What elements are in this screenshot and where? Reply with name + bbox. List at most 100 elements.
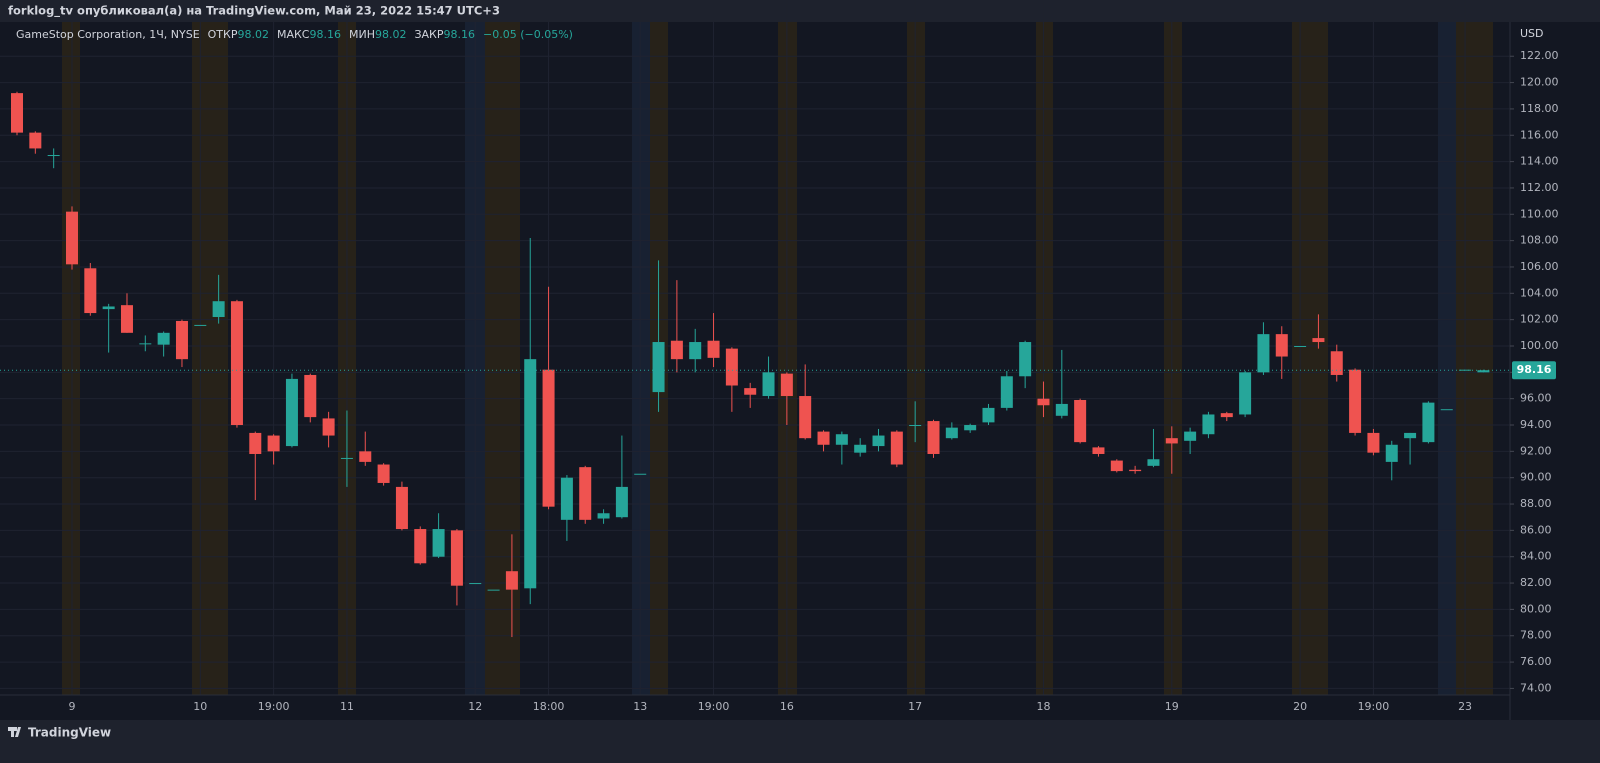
- candle-body: [65, 211, 78, 265]
- candle-body: [102, 306, 115, 310]
- ohlc-legend: GameStop Corporation, 1Ч, NYSE ОТКР98.02 М…: [16, 28, 573, 41]
- candle-body: [1092, 447, 1105, 454]
- candle-body: [340, 457, 353, 459]
- x-tick-label: 12: [468, 700, 482, 713]
- candle-body: [1275, 334, 1288, 357]
- candle-body: [1404, 432, 1417, 439]
- candle-body: [432, 529, 445, 557]
- candle-body: [29, 132, 42, 149]
- session-band: [778, 22, 797, 695]
- candle-body: [854, 444, 867, 453]
- candle-body: [1459, 369, 1472, 371]
- candle-body: [707, 340, 720, 358]
- y-tick-label: 108.00: [1520, 234, 1559, 247]
- y-tick-label: 90.00: [1520, 471, 1552, 484]
- candle-body: [414, 529, 427, 564]
- candle-body: [304, 374, 317, 418]
- session-band: [632, 22, 650, 695]
- candle-body: [1220, 413, 1233, 418]
- x-tick-label: 19:00: [1358, 700, 1390, 713]
- y-tick-label: 80.00: [1520, 602, 1552, 615]
- y-tick-label: 100.00: [1520, 339, 1559, 352]
- y-tick-label: 106.00: [1520, 260, 1559, 273]
- candle-body: [1294, 345, 1307, 347]
- x-tick-label: 11: [340, 700, 354, 713]
- candle-body: [1202, 414, 1215, 435]
- candle-body: [835, 434, 848, 445]
- candle-body: [1019, 342, 1032, 377]
- candle-body: [1000, 376, 1013, 408]
- session-band: [62, 22, 80, 695]
- candle-body: [964, 425, 977, 431]
- x-tick-label: 19:00: [258, 700, 290, 713]
- candle-body: [1074, 399, 1087, 443]
- y-tick-label: 96.00: [1520, 392, 1552, 405]
- session-band: [1438, 22, 1456, 695]
- candle-body: [505, 571, 518, 590]
- candle-body: [689, 342, 702, 360]
- session-band: [192, 22, 228, 695]
- candle-body: [1184, 431, 1197, 441]
- candle-body: [579, 467, 592, 520]
- x-tick-label: 10: [193, 700, 207, 713]
- session-band: [1164, 22, 1182, 695]
- candle-body: [799, 396, 812, 439]
- candle-body: [890, 431, 903, 465]
- candle-body: [524, 359, 537, 589]
- y-tick-label: 114.00: [1520, 155, 1559, 168]
- session-band: [485, 22, 520, 695]
- candle-body: [469, 583, 482, 585]
- last-price-label: 98.16: [1517, 363, 1552, 376]
- candle-body: [249, 432, 262, 454]
- candle-body: [47, 155, 60, 157]
- candle-body: [597, 513, 610, 519]
- candle-body: [157, 332, 170, 345]
- candle-body: [1349, 369, 1362, 433]
- candle-body: [1477, 370, 1490, 373]
- candle-body: [1385, 444, 1398, 462]
- session-band: [1036, 22, 1053, 695]
- candle-body: [377, 464, 390, 483]
- legend-item: 98.16: [444, 28, 476, 41]
- candle-body: [982, 407, 995, 423]
- session-band: [1292, 22, 1328, 695]
- footer-brand: TradingView: [28, 726, 111, 740]
- candle-body: [212, 301, 225, 318]
- candle-body: [285, 378, 298, 447]
- y-tick-label: 94.00: [1520, 418, 1552, 431]
- last-price-badge: [1512, 361, 1556, 380]
- session-band: [907, 22, 925, 695]
- candle-body: [487, 589, 500, 591]
- legend-item: −0.05 (−0.05%): [483, 28, 573, 41]
- y-tick-label: 116.00: [1520, 128, 1559, 141]
- candles: [0, 91, 1510, 638]
- candle-body: [359, 451, 372, 462]
- x-tick-label: 23: [1458, 700, 1472, 713]
- y-tick-label: 118.00: [1520, 102, 1559, 115]
- candle-body: [1312, 338, 1325, 343]
- candle-body: [450, 530, 463, 586]
- candle-body: [909, 425, 922, 427]
- y-tick-label: 112.00: [1520, 181, 1559, 194]
- candle-body: [542, 369, 555, 507]
- candle-body: [1037, 398, 1050, 406]
- candle-body: [1055, 403, 1068, 416]
- candle-body: [762, 372, 775, 397]
- currency: USD: [1520, 27, 1544, 40]
- candle-body: [267, 435, 280, 452]
- candle-body: [1257, 334, 1270, 373]
- candle-body: [670, 340, 683, 360]
- candle-body: [1422, 402, 1435, 443]
- logo: [8, 727, 21, 737]
- y-tick-label: 120.00: [1520, 76, 1559, 89]
- y-tick-label: 92.00: [1520, 444, 1552, 457]
- candle-body: [560, 477, 573, 520]
- x-tick-label: 13: [633, 700, 647, 713]
- candle-body: [872, 435, 885, 447]
- candle-body: [744, 388, 757, 395]
- legend-item: МИН: [349, 28, 375, 41]
- legend-item: 98.02: [237, 28, 269, 41]
- candle-body: [945, 427, 958, 439]
- x-tick-label: 16: [780, 700, 794, 713]
